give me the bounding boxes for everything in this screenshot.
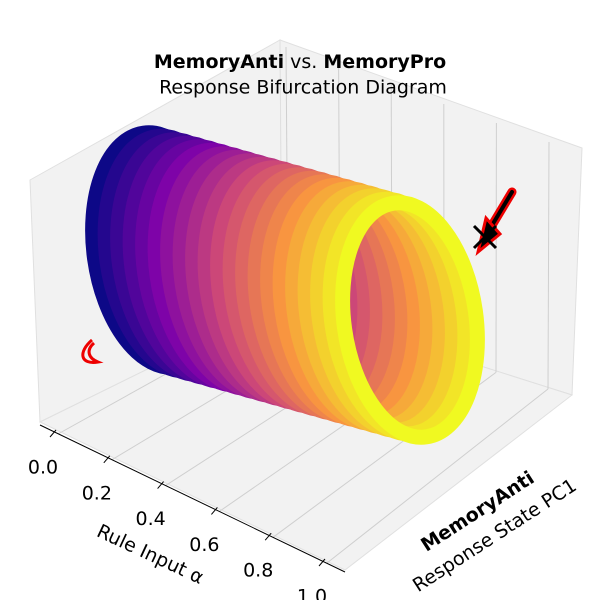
trajectory-left: [81, 338, 104, 364]
chart-subtitle: Response Bifurcation Diagram: [159, 77, 447, 99]
x-axis-line: [39, 424, 346, 573]
x-tick-label: 0.2: [82, 482, 112, 504]
ring: [335, 195, 485, 445]
x-tick: [264, 532, 272, 541]
x-tick: [318, 558, 326, 567]
x-tick-label: 1.0: [297, 586, 327, 600]
x-tick: [211, 507, 218, 515]
x-tick: [49, 429, 57, 438]
x-tick: [157, 481, 164, 489]
grid-line: [547, 141, 550, 390]
title-part: MemoryAnti: [154, 51, 284, 73]
x-tick-label: 0.4: [135, 508, 165, 530]
title-part: vs.: [284, 51, 323, 73]
x-tick: [103, 455, 111, 464]
x-tick-label: 0.6: [189, 534, 219, 556]
grid-line: [326, 388, 549, 564]
x-tick-label: 0.8: [243, 560, 273, 582]
chart-title: MemoryAnti vs. MemoryPro: [154, 51, 446, 73]
title-part: MemoryPro: [323, 51, 446, 73]
trajectory-right: [472, 187, 517, 256]
x-tick-label: 0.0: [28, 457, 58, 479]
rings: [85, 125, 485, 445]
